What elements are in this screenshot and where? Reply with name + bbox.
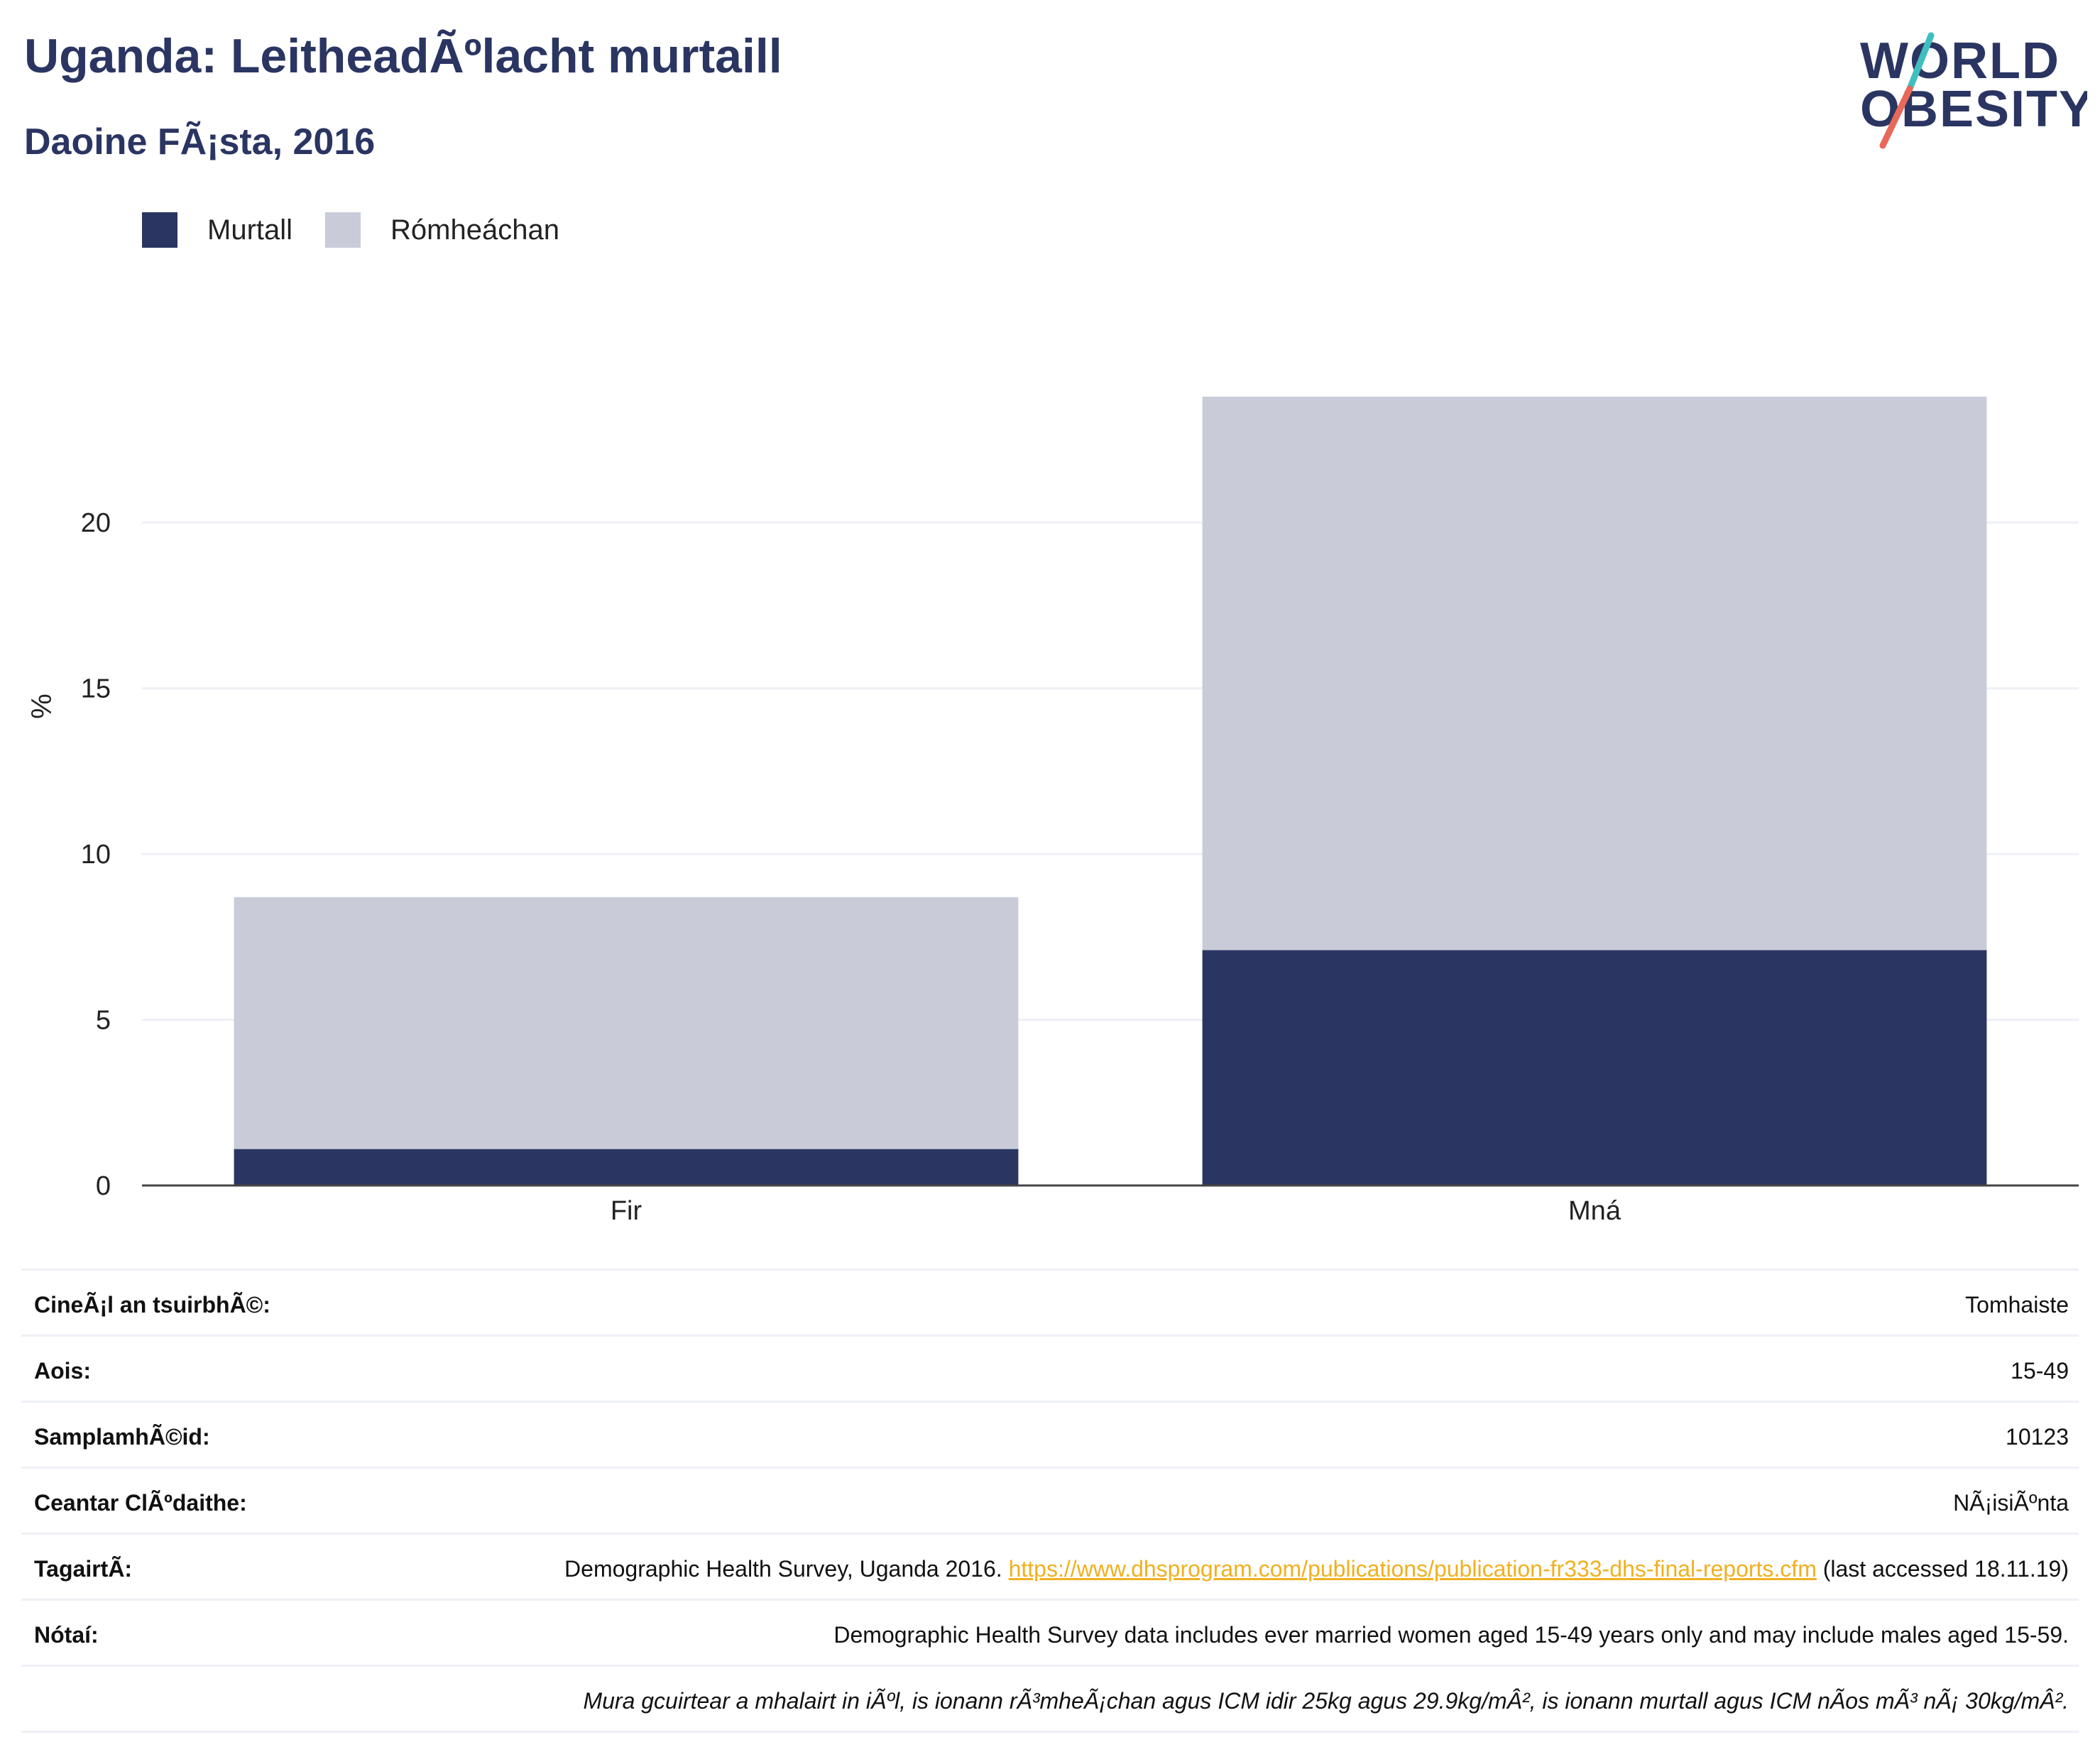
meta-value: Demographic Health Survey, Uganda 2016. …: [564, 1553, 2069, 1584]
bar-obese-0: [234, 1149, 1019, 1185]
y-tick-label: 15: [81, 674, 111, 704]
chart-subtitle: Daoine FÃ¡sta, 2016: [24, 121, 376, 163]
y-axis-label: %: [26, 694, 58, 719]
meta-row-survey-type: CineÃ¡l an tsuirbhÃ©: Tomhaiste: [21, 1271, 2079, 1337]
bar-overweight-1: [1202, 396, 1987, 951]
bar-obese-1: [1202, 950, 1987, 1185]
meta-key: Aois:: [34, 1358, 91, 1384]
reference-text: Demographic Health Survey, Uganda 2016.: [564, 1556, 1009, 1582]
logo-slash-teal: [1906, 32, 1935, 92]
legend-item-obese[interactable]: Murtall: [142, 212, 292, 248]
meta-key: TagairtÃ:: [34, 1556, 133, 1582]
y-tick-label: 5: [96, 1006, 111, 1036]
legend-swatch-overweight: [325, 212, 361, 248]
logo-slash-coral: [1879, 85, 1913, 149]
bar-chart: 0 5 10 15 20% Fir Mná: [26, 396, 2079, 1226]
logo-text-obesity: OBESITY: [1860, 81, 2087, 138]
x-tick-label: Mná: [1568, 1196, 1622, 1226]
meta-key: Ceantar ClÃºdaithe:: [34, 1490, 247, 1516]
y-tick-label: 0: [96, 1171, 111, 1201]
legend-item-overweight[interactable]: Rómheáchan: [325, 212, 559, 248]
reference-link[interactable]: https://www.dhsprogram.com/publications/…: [1008, 1556, 1817, 1582]
y-tick-label: 10: [81, 840, 111, 870]
meta-row-area-covered: Ceantar ClÃºdaithe: NÃ¡isiÃºnta: [21, 1469, 2079, 1535]
logo-text-world: WORLD: [1860, 33, 2060, 89]
meta-key: SamplamhÃ©id:: [34, 1424, 210, 1450]
meta-row-notes: Nótaí: Demographic Health Survey data in…: [21, 1601, 2079, 1667]
legend-label-overweight: Rómheáchan: [390, 214, 559, 246]
y-tick-label: 20: [81, 508, 111, 538]
meta-value: Demographic Health Survey data includes …: [833, 1622, 2069, 1648]
meta-key: Nótaí:: [34, 1622, 99, 1648]
world-obesity-logo: WORLD OBESITY: [1860, 32, 2087, 149]
meta-row-footnote: Mura gcuirtear a mhalairt in iÃºl, is io…: [21, 1667, 2079, 1733]
meta-value: 15-49: [2011, 1358, 2069, 1384]
meta-row-sample-size: SamplamhÃ©id: 10123: [21, 1403, 2079, 1469]
chart-legend: Murtall Rómheáchan: [142, 210, 592, 250]
bar-overweight-0: [234, 897, 1019, 1149]
x-tick-label: Fir: [611, 1196, 642, 1226]
meta-value: NÃ¡isiÃºnta: [1953, 1490, 2069, 1516]
meta-value: 10123: [2006, 1424, 2069, 1450]
meta-value: Tomhaiste: [1965, 1292, 2069, 1318]
meta-row-age: Aois: 15-49: [21, 1337, 2079, 1403]
legend-swatch-obese: [142, 212, 177, 248]
meta-key: CineÃ¡l an tsuirbhÃ©:: [34, 1292, 270, 1318]
metadata-table: CineÃ¡l an tsuirbhÃ©: Tomhaiste Aois: 15…: [21, 1269, 2079, 1733]
footnote-text: Mura gcuirtear a mhalairt in iÃºl, is io…: [583, 1688, 2069, 1714]
reference-accessed: (last accessed 18.11.19): [1816, 1556, 2069, 1582]
meta-row-reference: TagairtÃ: Demographic Health Survey, Uga…: [21, 1535, 2079, 1601]
legend-label-obese: Murtall: [207, 214, 293, 246]
chart-title: Uganda: LeitheadÃºlacht murtaill: [24, 29, 782, 83]
